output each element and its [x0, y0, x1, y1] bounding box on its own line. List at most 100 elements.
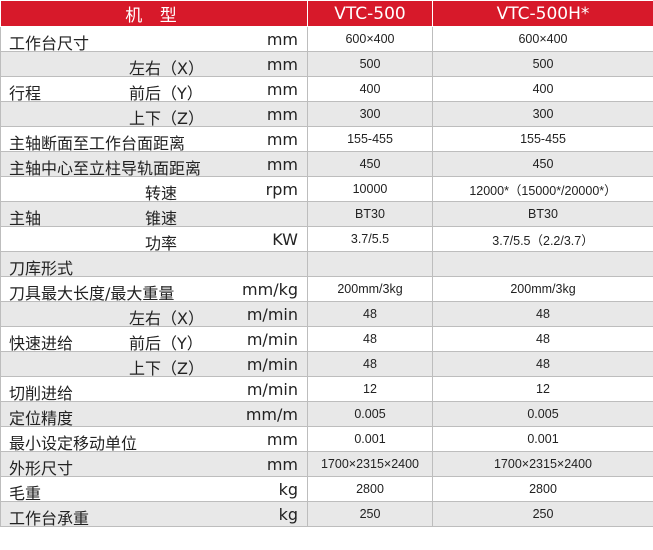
spec-unit: mm/kg — [242, 280, 298, 299]
spec-label: 定位精度 — [9, 409, 74, 427]
spec-unit: m/min — [246, 380, 298, 399]
value-model-b: 600×400 — [432, 26, 653, 52]
spec-label: 切削进给 — [9, 384, 74, 402]
value-model-b: 3.7/5.5（2.2/3.7） — [432, 226, 653, 252]
spec-label: 主轴 — [9, 209, 42, 227]
spec-name-cell: 转速 rpm — [0, 176, 308, 202]
spec-unit: rpm — [265, 180, 298, 199]
table-row: 切削进给 m/min 12 12 — [0, 376, 653, 402]
value-model-b: BT30 — [432, 201, 653, 227]
value-model-b: 2800 — [432, 476, 653, 502]
spec-name-cell: 最小设定移动单位 mm — [0, 426, 308, 452]
spec-unit: mm — [266, 80, 298, 99]
value-model-a: 48 — [307, 326, 433, 352]
value-model-b: 48 — [432, 326, 653, 352]
value-model-b: 300 — [432, 101, 653, 127]
spec-sublabel: 上下（Z） — [129, 359, 204, 377]
spec-unit: mm — [266, 455, 298, 474]
spec-unit: mm/m — [245, 405, 298, 424]
spec-name-cell: 刀具最大长度/最大重量 mm/kg — [0, 276, 308, 302]
value-model-b: 0.005 — [432, 401, 653, 427]
spec-sublabel: 转速 — [145, 184, 178, 202]
spec-label: 外形尺寸 — [9, 459, 74, 477]
value-model-a: BT30 — [307, 201, 433, 227]
table-row: 行程 前后（Y） mm 400 400 — [0, 76, 653, 102]
table-row: 主轴断面至工作台面距离 mm 155-455 155-455 — [0, 126, 653, 152]
spec-name-cell: 毛重 kg — [0, 476, 308, 502]
table-row: 左右（X） m/min 48 48 — [0, 301, 653, 327]
value-model-b: 200mm/3kg — [432, 276, 653, 302]
spec-name-cell: 主轴 锥速 — [0, 201, 308, 227]
value-model-a: 48 — [307, 301, 433, 327]
value-model-b: 500 — [432, 51, 653, 77]
table-row: 主轴 锥速 BT30 BT30 — [0, 201, 653, 227]
value-model-a: 12 — [307, 376, 433, 402]
spec-unit: mm — [266, 55, 298, 74]
value-model-a: 0.005 — [307, 401, 433, 427]
spec-unit: mm — [266, 30, 298, 49]
table-row: 上下（Z） m/min 48 48 — [0, 351, 653, 377]
spec-name-cell: 工作台尺寸 mm — [0, 26, 308, 52]
header-model-b: VTC-500H* — [432, 0, 653, 27]
spec-table: 机 型 VTC-500 VTC-500H* 工作台尺寸 mm 600×400 60… — [0, 0, 653, 527]
value-model-a: 48 — [307, 351, 433, 377]
spec-label: 刀库形式 — [9, 259, 74, 277]
value-model-b: 0.001 — [432, 426, 653, 452]
spec-label: 快速进给 — [9, 334, 74, 352]
value-model-b: 155-455 — [432, 126, 653, 152]
value-model-a: 3.7/5.5 — [307, 226, 433, 252]
value-model-b: 12000*（15000*/20000*） — [432, 176, 653, 202]
table-row: 功率 KW 3.7/5.5 3.7/5.5（2.2/3.7） — [0, 226, 653, 252]
spec-name-cell: 左右（X） mm — [0, 51, 308, 77]
table-row: 转速 rpm 10000 12000*（15000*/20000*） — [0, 176, 653, 202]
spec-unit: KW — [272, 230, 298, 249]
spec-name-cell: 工作台承重 kg — [0, 501, 308, 527]
value-model-a: 155-455 — [307, 126, 433, 152]
value-model-b: 48 — [432, 301, 653, 327]
value-model-a: 2800 — [307, 476, 433, 502]
table-row: 毛重 kg 2800 2800 — [0, 476, 653, 502]
table-row: 刀库形式 — [0, 251, 653, 277]
value-model-b: 1700×2315×2400 — [432, 451, 653, 477]
header-model-label: 机 型 — [0, 0, 308, 27]
spec-unit: mm — [266, 430, 298, 449]
spec-unit: mm — [266, 105, 298, 124]
value-model-a: 0.001 — [307, 426, 433, 452]
spec-unit: mm — [266, 155, 298, 174]
spec-unit: m/min — [246, 330, 298, 349]
value-model-a: 600×400 — [307, 26, 433, 52]
spec-sublabel: 上下（Z） — [129, 109, 204, 127]
spec-name-cell: 刀库形式 — [0, 251, 308, 277]
spec-sublabel: 左右（X） — [129, 59, 204, 77]
table-row: 左右（X） mm 500 500 — [0, 51, 653, 77]
spec-name-cell: 上下（Z） mm — [0, 101, 308, 127]
spec-name-cell: 上下（Z） m/min — [0, 351, 308, 377]
value-model-a: 10000 — [307, 176, 433, 202]
table-row: 主轴中心至立柱导轨面距离 mm 450 450 — [0, 151, 653, 177]
spec-label: 最小设定移动单位 — [9, 434, 138, 452]
value-model-a — [307, 251, 433, 277]
spec-label: 毛重 — [9, 484, 42, 502]
spec-label: 行程 — [9, 84, 42, 102]
spec-name-cell: 外形尺寸 mm — [0, 451, 308, 477]
table-row: 外形尺寸 mm 1700×2315×2400 1700×2315×2400 — [0, 451, 653, 477]
spec-sublabel: 功率 — [145, 234, 178, 252]
table-row: 定位精度 mm/m 0.005 0.005 — [0, 401, 653, 427]
spec-label: 工作台承重 — [9, 509, 90, 527]
value-model-a: 1700×2315×2400 — [307, 451, 433, 477]
spec-name-cell: 快速进给 前后（Y） m/min — [0, 326, 308, 352]
spec-name-cell: 定位精度 mm/m — [0, 401, 308, 427]
spec-unit: m/min — [246, 305, 298, 324]
spec-unit: mm — [266, 130, 298, 149]
value-model-a: 500 — [307, 51, 433, 77]
spec-label: 主轴断面至工作台面距离 — [9, 134, 186, 152]
value-model-b — [432, 251, 653, 277]
spec-sublabel: 锥速 — [145, 209, 178, 227]
value-model-b: 48 — [432, 351, 653, 377]
table-row: 工作台尺寸 mm 600×400 600×400 — [0, 26, 653, 52]
value-model-a: 250 — [307, 501, 433, 527]
value-model-b: 250 — [432, 501, 653, 527]
table-row: 上下（Z） mm 300 300 — [0, 101, 653, 127]
spec-unit: kg — [278, 480, 298, 499]
value-model-a: 300 — [307, 101, 433, 127]
